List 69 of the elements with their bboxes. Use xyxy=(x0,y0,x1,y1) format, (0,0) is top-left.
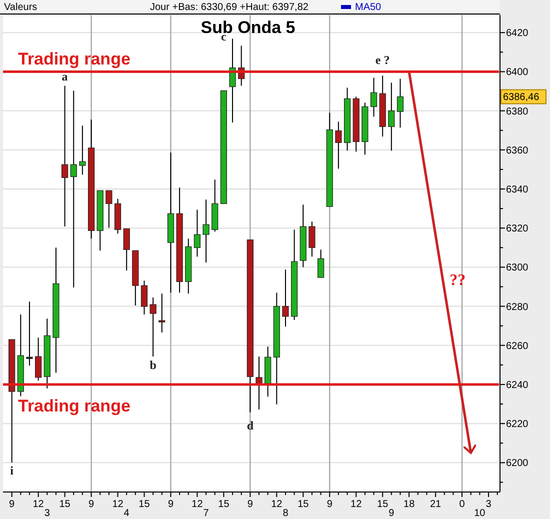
text: 4 xyxy=(124,508,130,519)
y-tick-label: 6280 xyxy=(506,302,529,313)
x-tick-label: 12 xyxy=(192,499,204,510)
y-tick-label: 6320 xyxy=(506,224,529,235)
candlestick xyxy=(388,82,395,152)
x-tick-label: 3 xyxy=(486,499,492,510)
y-tick-label: 6380 xyxy=(506,106,529,118)
x-tick-label: 0 xyxy=(459,499,466,510)
y-tick-label: 6400 xyxy=(506,67,529,78)
candlestick xyxy=(370,77,378,118)
annotation: ?? xyxy=(450,272,466,289)
x-tick-label: 18 xyxy=(404,499,416,510)
y-tick-label: 6340 xyxy=(506,184,529,196)
x-tick-label: 9 xyxy=(168,499,174,510)
text: 3 xyxy=(44,508,50,519)
x-tick-label: 15 xyxy=(218,499,230,510)
text: 6386,46 xyxy=(503,92,540,104)
candlestick xyxy=(308,221,316,258)
x-tick-label: 15 xyxy=(59,499,71,510)
x-tick-label: 9 xyxy=(9,499,16,510)
candlestick xyxy=(35,337,42,382)
candlestick xyxy=(150,296,156,358)
chart-subtitle: Valeurs xyxy=(4,2,38,13)
x-tick-label: 9 xyxy=(88,499,94,510)
annotation: b xyxy=(150,358,157,372)
candlestick xyxy=(282,269,289,328)
x-tick-label: 9 xyxy=(247,499,254,510)
text: MA50 xyxy=(355,2,382,13)
y-tick-label: 6300 xyxy=(506,262,529,274)
x-tick-label: 15 xyxy=(377,499,389,510)
text: 10 xyxy=(474,508,486,519)
x-tick-label: 12 xyxy=(112,499,124,510)
candlestick xyxy=(79,125,86,176)
y-tick-label: 6200 xyxy=(506,458,529,470)
candlestick xyxy=(26,301,33,366)
x-tick-label: 21 xyxy=(430,499,442,510)
text: Jour +Bas: 6330,69 +Haut: 6397,82 xyxy=(150,2,309,13)
candlestick xyxy=(61,85,68,228)
candlestick xyxy=(194,209,201,258)
annotation: i xyxy=(10,463,14,478)
ref-line-label: Trading range xyxy=(18,50,130,69)
y-tick-label: 6420 xyxy=(506,28,529,40)
x-tick-label: 12 xyxy=(271,499,283,510)
text: 9 xyxy=(388,508,395,519)
y-tick-label: 6360 xyxy=(506,145,529,156)
candlestick xyxy=(140,280,148,315)
annotation: e ? xyxy=(375,52,390,67)
x-tick-label: 12 xyxy=(350,499,362,510)
ref-line-label: Trading range xyxy=(18,396,130,416)
x-tick-label: 15 xyxy=(138,499,150,510)
text: 7 xyxy=(203,508,210,519)
y-tick-label: 6260 xyxy=(506,340,529,352)
candlestick xyxy=(202,199,210,263)
x-tick-label: 15 xyxy=(298,499,310,510)
annotation: a xyxy=(62,69,68,84)
candlestick xyxy=(396,78,404,128)
candlestick xyxy=(158,293,166,333)
candlestick xyxy=(317,249,324,278)
annotation: d xyxy=(246,418,254,432)
y-tick-label: 6240 xyxy=(506,380,529,391)
candlestick xyxy=(106,190,112,228)
y-tick-label: 6220 xyxy=(506,419,529,430)
text: 8 xyxy=(282,508,289,519)
x-tick-label: 9 xyxy=(326,499,333,510)
x-tick-label: 12 xyxy=(32,499,44,510)
candlestick xyxy=(123,228,130,272)
candlestick xyxy=(70,90,77,288)
candlestick xyxy=(335,121,342,170)
candlestick xyxy=(229,38,236,124)
